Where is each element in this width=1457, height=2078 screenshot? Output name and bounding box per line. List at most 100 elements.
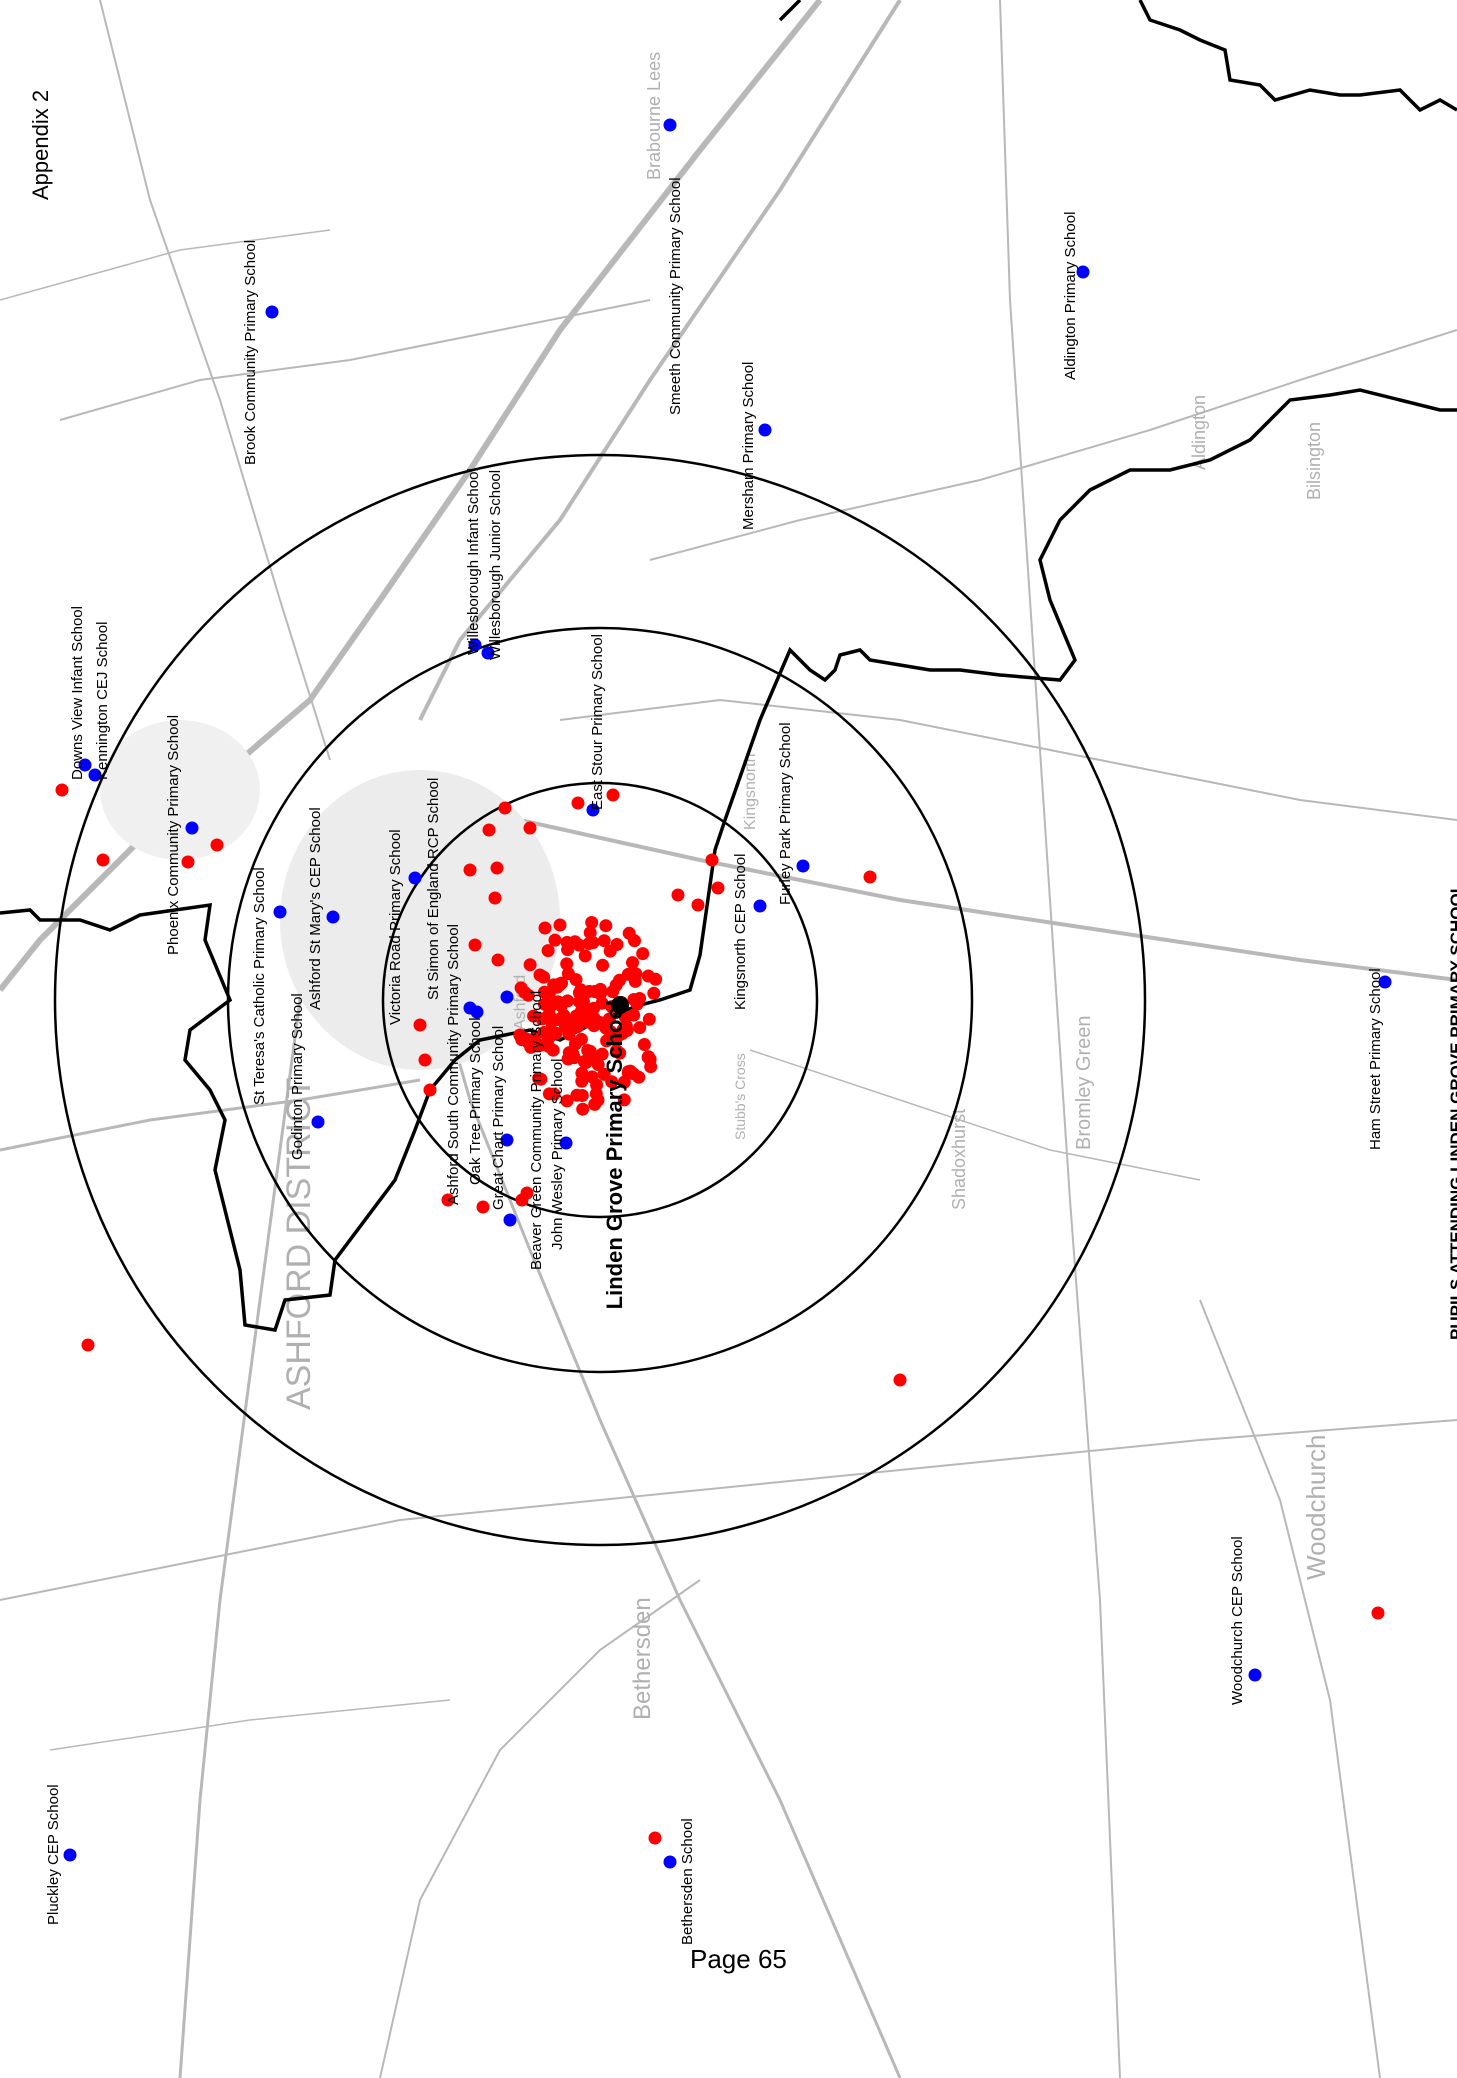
pupil-dot [527, 1009, 541, 1023]
pupil-dot [671, 888, 685, 902]
pupil-dot [705, 853, 719, 867]
school-dot [311, 1115, 325, 1129]
pupil-dot [642, 1012, 656, 1026]
pupil-dot [577, 1055, 591, 1068]
school-dot [273, 905, 287, 919]
school-label: Mersham Primary School [740, 362, 757, 530]
pupil-dot [622, 926, 636, 940]
linden-grove-dot [611, 996, 629, 1014]
school-label: Ham Street Primary School [1367, 968, 1384, 1150]
pupil-dot [606, 788, 620, 802]
pupil-dot [560, 1094, 574, 1108]
pupil-dot [647, 986, 661, 1000]
pupil-dot [597, 934, 611, 948]
pupil-dot [523, 958, 537, 972]
pupil-dot [633, 992, 647, 1005]
pupil-dot [418, 1053, 432, 1067]
pupil-dot [893, 1373, 907, 1387]
school-label: Ashford St Mary's CEP School [307, 807, 324, 1010]
basemap-town-brabourne-lees: Brabourne Lees [644, 52, 664, 180]
school-label: Bethersden School [679, 1818, 696, 1945]
boundary-line-ward [0, 388, 1457, 1332]
pupil-dot [533, 1038, 547, 1052]
pupil-dot [488, 891, 502, 905]
school-dot [463, 1001, 477, 1015]
pupil-dot [711, 881, 725, 895]
pupil-dot [537, 1026, 551, 1039]
school-dot [1378, 975, 1392, 989]
pupil-dot [584, 1009, 598, 1023]
school-dot [468, 638, 482, 652]
pupil-dot [595, 1047, 609, 1061]
pupil-dot [574, 983, 588, 997]
basemap-town-bethersden: Bethersden [629, 1597, 656, 1720]
pupil-dot [572, 938, 586, 952]
pupil-dot [617, 1093, 631, 1107]
pupil-dot [520, 1186, 534, 1200]
basemap-town-bromley-green: Bromley Green [1073, 1016, 1095, 1151]
pupil-dot [491, 953, 505, 967]
pupil-dot [637, 1038, 651, 1051]
school-dot [408, 871, 422, 885]
school-dot [559, 1136, 573, 1150]
pupil-dot [571, 796, 585, 810]
pupil-dot [566, 1047, 580, 1061]
pupil-dot [610, 1044, 624, 1057]
pupil-dot [463, 863, 477, 877]
linden-grove-label: Linden Grove Primary School [602, 1000, 627, 1309]
pupil-dot [551, 1013, 565, 1027]
pupil-dot [603, 944, 617, 958]
pupil-dot [542, 1087, 556, 1101]
school-label: Kingsnorth CEP School [732, 854, 749, 1010]
pupil-dot [534, 1072, 548, 1086]
pupil-dot [627, 1008, 641, 1022]
pupil-dot [609, 978, 623, 992]
school-label: Godinton Primary School [289, 993, 306, 1160]
school-label: Willesborough Junior School [487, 470, 504, 660]
basemap-town-kingsnorth: Kingsnorth [742, 754, 759, 831]
pupil-dot [1371, 1606, 1385, 1620]
pupil-dot [583, 1044, 597, 1058]
pupil-dot [574, 1032, 588, 1046]
pupil-dot [573, 995, 586, 1009]
boundary-line-ne [1138, 0, 1457, 113]
pupil-dot [610, 1030, 624, 1044]
pupil-dot [582, 937, 596, 950]
page-number: Page 65 [690, 1944, 787, 1974]
pupil-dot [555, 976, 568, 990]
pupil-dot [81, 1338, 95, 1352]
school-label: John Wesley Primary School [549, 1059, 566, 1250]
pupil-dot [605, 1075, 619, 1089]
pupil-dot [644, 1060, 658, 1074]
school-dot [88, 768, 102, 782]
school-dot [663, 1855, 677, 1869]
map-title: PUPILS ATTENDING LINDEN GROVE PRIMARY SC… [1447, 883, 1457, 1340]
pupil-dot [575, 1089, 589, 1102]
pupil-dot [96, 853, 110, 867]
school-label: St Simon of England RCP School [425, 778, 442, 1000]
appendix-label: Appendix 2 [28, 90, 53, 200]
pupil-dots [55, 783, 1385, 1845]
school-dot [63, 1848, 77, 1862]
pupil-dot [561, 967, 575, 981]
school-label: Woodchurch CEP School [1229, 1536, 1246, 1705]
pupil-dot [181, 855, 195, 869]
school-dot [500, 990, 514, 1004]
pupil-dot [548, 933, 562, 947]
distance-ring-inner [381, 781, 819, 1219]
pupil-dot [441, 1193, 455, 1207]
school-dot [758, 423, 772, 437]
school-label: Downs View Infant School [69, 606, 86, 780]
pupil-dot [541, 944, 555, 958]
school-dot [753, 899, 767, 913]
pupil-dot [641, 969, 655, 983]
school-label: Smeeth Community Primary School [667, 177, 684, 415]
pupil-dot [569, 1009, 583, 1023]
school-label: Victoria Road Primary School [387, 829, 404, 1025]
school-dot [500, 1133, 514, 1147]
school-label: Ashford South Community Primary School [445, 924, 462, 1205]
school-dot [663, 118, 677, 132]
pupil-dot [476, 1200, 490, 1214]
pupil-dot [55, 783, 69, 797]
